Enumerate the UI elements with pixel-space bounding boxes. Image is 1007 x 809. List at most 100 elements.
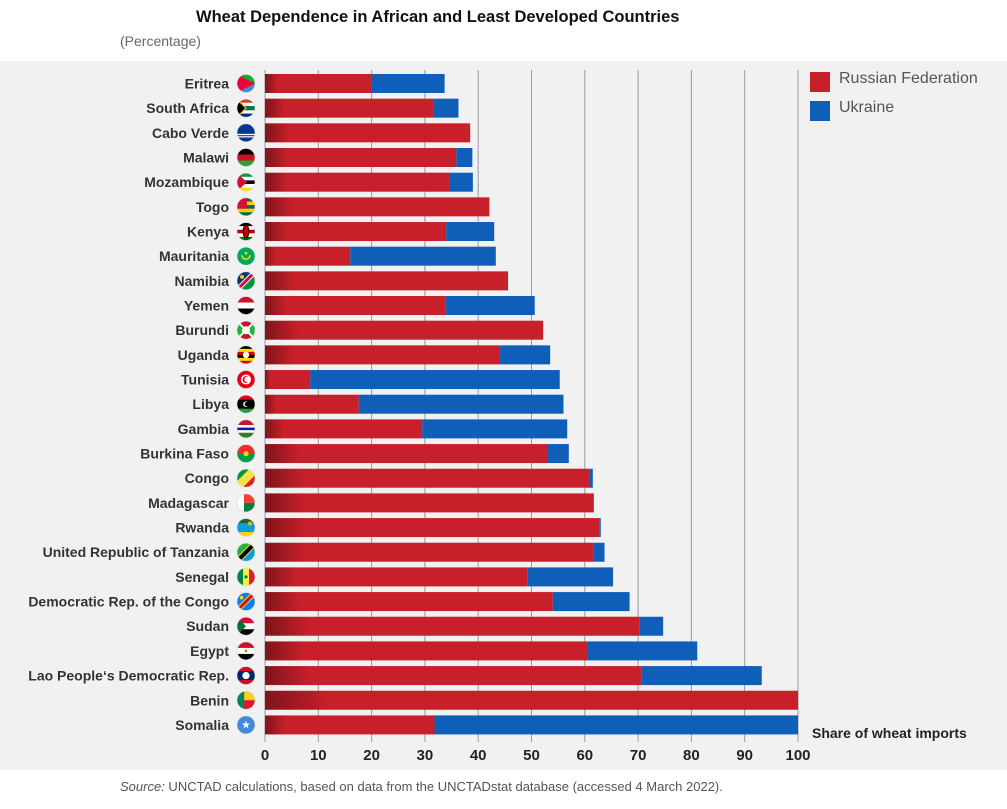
yemen-flag-icon: [236, 296, 256, 315]
bar-russia-egypt: [265, 641, 588, 661]
x-axis-ticks: 0 10 20 30 40 50 60 70 80 90 100: [261, 747, 811, 764]
bar-ukraine-burkina-faso: [547, 444, 569, 464]
bar-ukraine-malawi: [456, 148, 473, 168]
country-label-burundi: Burundi: [175, 322, 229, 338]
uganda-flag-icon: [236, 345, 256, 365]
country-label-rwanda: Rwanda: [175, 520, 229, 536]
country-label-madagascar: Madagascar: [148, 495, 229, 511]
chart-subtitle: (Percentage): [120, 33, 201, 49]
country-label-south-africa: South Africa: [146, 100, 229, 116]
bar-russia-tunisia: [265, 370, 311, 390]
country-label-mauritania: Mauritania: [159, 248, 229, 264]
bar-ukraine-gambia: [422, 419, 568, 439]
bar-russia-yemen: [265, 296, 446, 316]
tanzania-flag-icon: [236, 542, 256, 562]
bar-ukraine-united-republic-of-tanzania: [593, 542, 605, 562]
bar-ukraine-south-africa: [433, 98, 459, 118]
legend-swatch-russia: [810, 72, 830, 92]
country-label-uganda: Uganda: [178, 347, 230, 363]
legend-label-russia: Russian Federation: [839, 70, 978, 87]
bar-ukraine-somalia: [434, 715, 798, 735]
x-tick-label: 100: [785, 747, 810, 764]
country-label-benin: Benin: [190, 692, 229, 708]
bar-russia-sudan: [265, 616, 640, 636]
x-tick-label: 40: [470, 747, 487, 764]
bar-ukraine-libya: [358, 394, 564, 414]
country-label-malawi: Malawi: [183, 150, 229, 166]
senegal-flag-icon: [236, 567, 256, 587]
bar-russia-eritrea: [265, 74, 372, 93]
namibia-flag-icon: [236, 271, 256, 291]
bar-ukraine-congo: [589, 468, 593, 488]
benin-flag-icon: [236, 690, 256, 710]
country-label-democratic-rep-of-the-congo: Democratic Rep. of the Congo: [28, 594, 229, 610]
legend-swatch-ukraine: [810, 101, 830, 121]
bar-russia-mauritania: [265, 246, 351, 266]
chart-title: Wheat Dependence in African and Least De…: [196, 8, 680, 26]
congo-flag-icon: [236, 468, 256, 488]
bar-ukraine-tunisia: [310, 370, 560, 390]
x-tick-label: 60: [576, 747, 593, 764]
bar-russia-namibia: [265, 271, 509, 291]
x-tick-label: 0: [261, 747, 269, 764]
country-label-gambia: Gambia: [178, 421, 230, 437]
source-label: Source:: [120, 779, 165, 794]
x-tick-label: 30: [417, 747, 434, 764]
burundi-flag-icon: [236, 320, 256, 340]
bar-ukraine-lao-people-s-democratic-rep: [641, 666, 762, 686]
bars: [265, 74, 798, 735]
country-label-sudan: Sudan: [186, 618, 229, 634]
country-label-togo: Togo: [196, 199, 229, 215]
bar-ukraine-rwanda: [599, 518, 601, 538]
bar-ukraine-democratic-rep-of-the-congo: [552, 592, 630, 612]
country-label-cabo-verde: Cabo Verde: [152, 125, 229, 141]
south-africa-flag-icon: [236, 98, 256, 118]
source-text: UNCTAD calculations, based on data from …: [164, 779, 723, 794]
bar-ukraine-mozambique: [449, 172, 473, 192]
kenya-flag-icon: [236, 222, 256, 241]
country-label-tunisia: Tunisia: [181, 372, 229, 388]
bar-russia-south-africa: [265, 98, 434, 118]
country-label-congo: Congo: [185, 470, 229, 486]
laos-flag-icon: [236, 666, 256, 685]
bar-ukraine-yemen: [445, 296, 535, 316]
bar-ukraine-uganda: [500, 345, 551, 365]
bar-russia-mozambique: [265, 172, 450, 192]
bar-ukraine-mauritania: [350, 246, 496, 266]
bar-russia-madagascar: [265, 493, 594, 513]
country-label-mozambique: Mozambique: [144, 174, 229, 190]
sudan-flag-icon: [236, 616, 256, 636]
bar-russia-kenya: [265, 222, 447, 242]
x-tick-label: 70: [630, 747, 647, 764]
bar-russia-rwanda: [265, 518, 600, 538]
x-tick-label: 10: [310, 747, 327, 764]
bar-russia-congo: [265, 468, 590, 488]
flag-icons: [236, 74, 256, 735]
burkina-faso-flag-icon: [236, 444, 256, 463]
bar-russia-lao-people-s-democratic-rep: [265, 666, 642, 686]
mauritania-flag-icon: [236, 246, 256, 266]
rwanda-flag-icon: [236, 518, 256, 537]
x-tick-label: 90: [736, 747, 753, 764]
country-label-senegal: Senegal: [175, 569, 229, 585]
bar-russia-uganda: [265, 345, 501, 365]
country-label-united-republic-of-tanzania: United Republic of Tanzania: [43, 544, 230, 560]
somalia-flag-icon: [236, 715, 256, 735]
bar-russia-togo: [265, 197, 490, 217]
bar-ukraine-sudan: [639, 616, 664, 636]
bar-russia-malawi: [265, 148, 457, 168]
madagascar-flag-icon: [236, 493, 256, 513]
bar-russia-burundi: [265, 320, 544, 340]
country-label-libya: Libya: [192, 396, 229, 412]
x-axis-label: Share of wheat imports: [812, 725, 967, 741]
bar-russia-gambia: [265, 419, 423, 439]
category-labels: Eritrea South Africa Cabo Verde Malawi Mozam…: [28, 76, 229, 733]
source-note: Source: UNCTAD calculations, based on da…: [120, 779, 723, 794]
country-label-namibia: Namibia: [175, 273, 230, 289]
tunisia-flag-icon: [236, 370, 256, 389]
dr-congo-flag-icon: [236, 592, 256, 611]
cabo-verde-flag-icon: [236, 123, 256, 143]
x-tick-label: 80: [683, 747, 700, 764]
bar-ukraine-eritrea: [371, 74, 445, 93]
